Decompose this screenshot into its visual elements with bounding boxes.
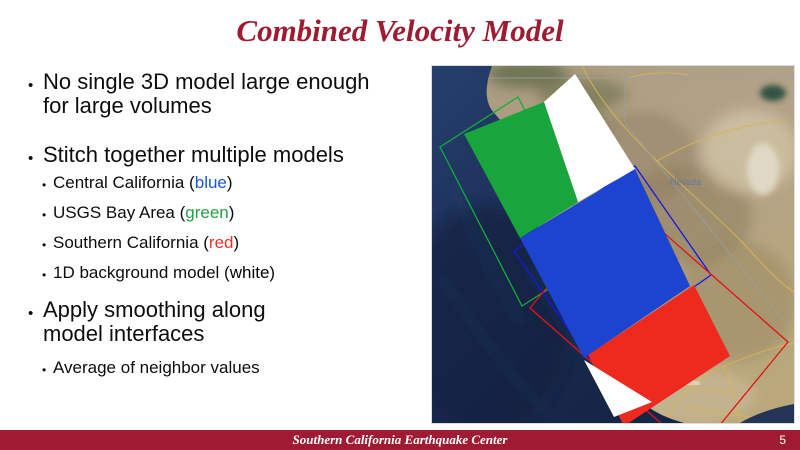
southern-sea bbox=[740, 404, 794, 423]
footer-title: Southern California Earthquake Center bbox=[292, 432, 508, 447]
bullet-dot: • bbox=[28, 77, 34, 94]
bullet-line: Apply smoothing along bbox=[43, 297, 266, 322]
central-california-model-blue bbox=[520, 169, 690, 358]
bullet-dot: • bbox=[42, 238, 47, 252]
bullet-apply-smoothing: • Apply smoothing along model interfaces bbox=[28, 298, 433, 346]
background-1d-model-white-triangle bbox=[584, 360, 652, 417]
sub-bullet-southern-california: • Southern California (red) bbox=[42, 233, 423, 253]
background-1d-model-white-strip bbox=[544, 74, 635, 202]
sub-bullet-central-california: • Central California (blue) bbox=[42, 173, 423, 193]
bullet-line: No single 3D model large enough bbox=[43, 69, 370, 94]
sub-text: USGS Bay Area ( bbox=[53, 203, 186, 222]
sub-text: ) bbox=[233, 233, 240, 252]
state-border-lines bbox=[487, 77, 794, 327]
dry-lake-playa bbox=[747, 143, 779, 195]
sub-bullet-1d-background: • 1D background model (white) bbox=[42, 263, 423, 283]
bullet-line: model interfaces bbox=[43, 321, 205, 346]
color-word-white: white bbox=[229, 263, 270, 282]
sub-bullet-usgs-bay-area: • USGS Bay Area (green) bbox=[42, 203, 423, 223]
color-word-green: green bbox=[185, 203, 229, 222]
sub-text: Central California ( bbox=[53, 173, 195, 192]
footer-bar: Southern California Earthquake Center 5 bbox=[0, 430, 800, 450]
bullet-dot: • bbox=[28, 150, 34, 167]
bullet-dot: • bbox=[42, 363, 47, 377]
page-number: 5 bbox=[779, 433, 786, 447]
sub-text: ) bbox=[226, 173, 233, 192]
bullet-dot: • bbox=[42, 268, 47, 282]
slide-title: Combined Velocity Model bbox=[236, 13, 564, 48]
bullet-dot: • bbox=[42, 208, 47, 222]
bullet-line: Stitch together multiple models bbox=[43, 142, 344, 167]
california-map-image: Nevada bbox=[432, 66, 794, 423]
color-word-red: red bbox=[208, 233, 234, 252]
bullet-dot: • bbox=[28, 305, 34, 322]
sub-bullet-average-neighbors: • Average of neighbor values bbox=[42, 358, 423, 378]
usgs-bay-area-model-green bbox=[464, 102, 578, 238]
nevada-label: Nevada bbox=[670, 177, 701, 187]
bullet-no-single-model: • No single 3D model large enough for la… bbox=[28, 70, 433, 118]
sub-text: ) bbox=[269, 263, 276, 282]
sub-text: ) bbox=[228, 203, 235, 222]
color-word-blue: blue bbox=[194, 173, 227, 192]
bullet-dot: • bbox=[42, 178, 47, 192]
model-fills-layer bbox=[464, 74, 730, 423]
bullet-line: for large volumes bbox=[43, 93, 212, 118]
lake bbox=[760, 85, 786, 101]
sub-text: 1D background model ( bbox=[53, 263, 230, 282]
bullet-column: • No single 3D model large enough for la… bbox=[28, 70, 433, 378]
sub-text: Average of neighbor values bbox=[53, 358, 260, 377]
road-lines bbox=[581, 66, 794, 423]
velocity-model-map: Nevada bbox=[431, 65, 795, 424]
sub-text: Southern California ( bbox=[53, 233, 209, 252]
bullet-stitch-models: • Stitch together multiple models bbox=[28, 142, 433, 168]
